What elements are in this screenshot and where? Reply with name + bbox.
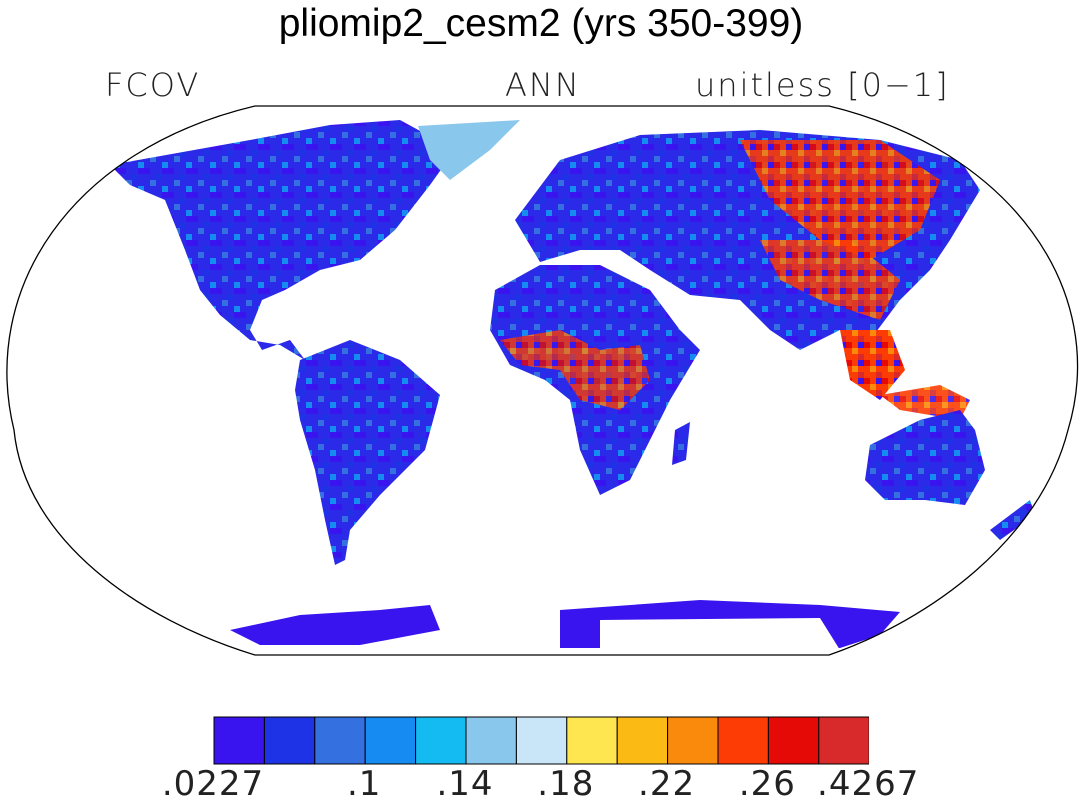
colorbar-box bbox=[465, 716, 517, 765]
colorbar-box bbox=[667, 716, 719, 765]
colorbar-box bbox=[213, 716, 265, 765]
colorbar-tick-label: .26 bbox=[738, 764, 796, 804]
colorbar-box bbox=[263, 716, 316, 765]
colorbar bbox=[213, 716, 869, 765]
land-fcov-field bbox=[110, 120, 1035, 652]
colorbar-box bbox=[364, 716, 417, 765]
variable-label: FCOV bbox=[105, 66, 201, 104]
colorbar-tick-label: .14 bbox=[436, 764, 494, 804]
colorbar-tick-label: .0227 bbox=[161, 764, 265, 804]
colorbar-tick-label: .18 bbox=[537, 764, 595, 804]
colorbar-box bbox=[515, 716, 568, 765]
colorbar-tick-label: .4267 bbox=[817, 764, 920, 804]
colorbar-box bbox=[415, 716, 467, 765]
colorbar-tick-label: .1 bbox=[346, 764, 382, 804]
map-boundary bbox=[6, 105, 1078, 656]
colorbar-tick-label: .22 bbox=[638, 764, 696, 804]
units-label: unitless [0−1] bbox=[695, 66, 950, 104]
plot-title: pliomip2_cesm2 (yrs 350-399) bbox=[278, 2, 804, 45]
colorbar-box bbox=[767, 716, 820, 765]
colorbar-box bbox=[566, 716, 618, 765]
colorbar-box bbox=[717, 716, 769, 765]
colorbar-box bbox=[616, 716, 669, 765]
colorbar-box bbox=[314, 716, 366, 765]
colorbar-box bbox=[818, 716, 869, 765]
season-label: ANN bbox=[505, 66, 581, 104]
